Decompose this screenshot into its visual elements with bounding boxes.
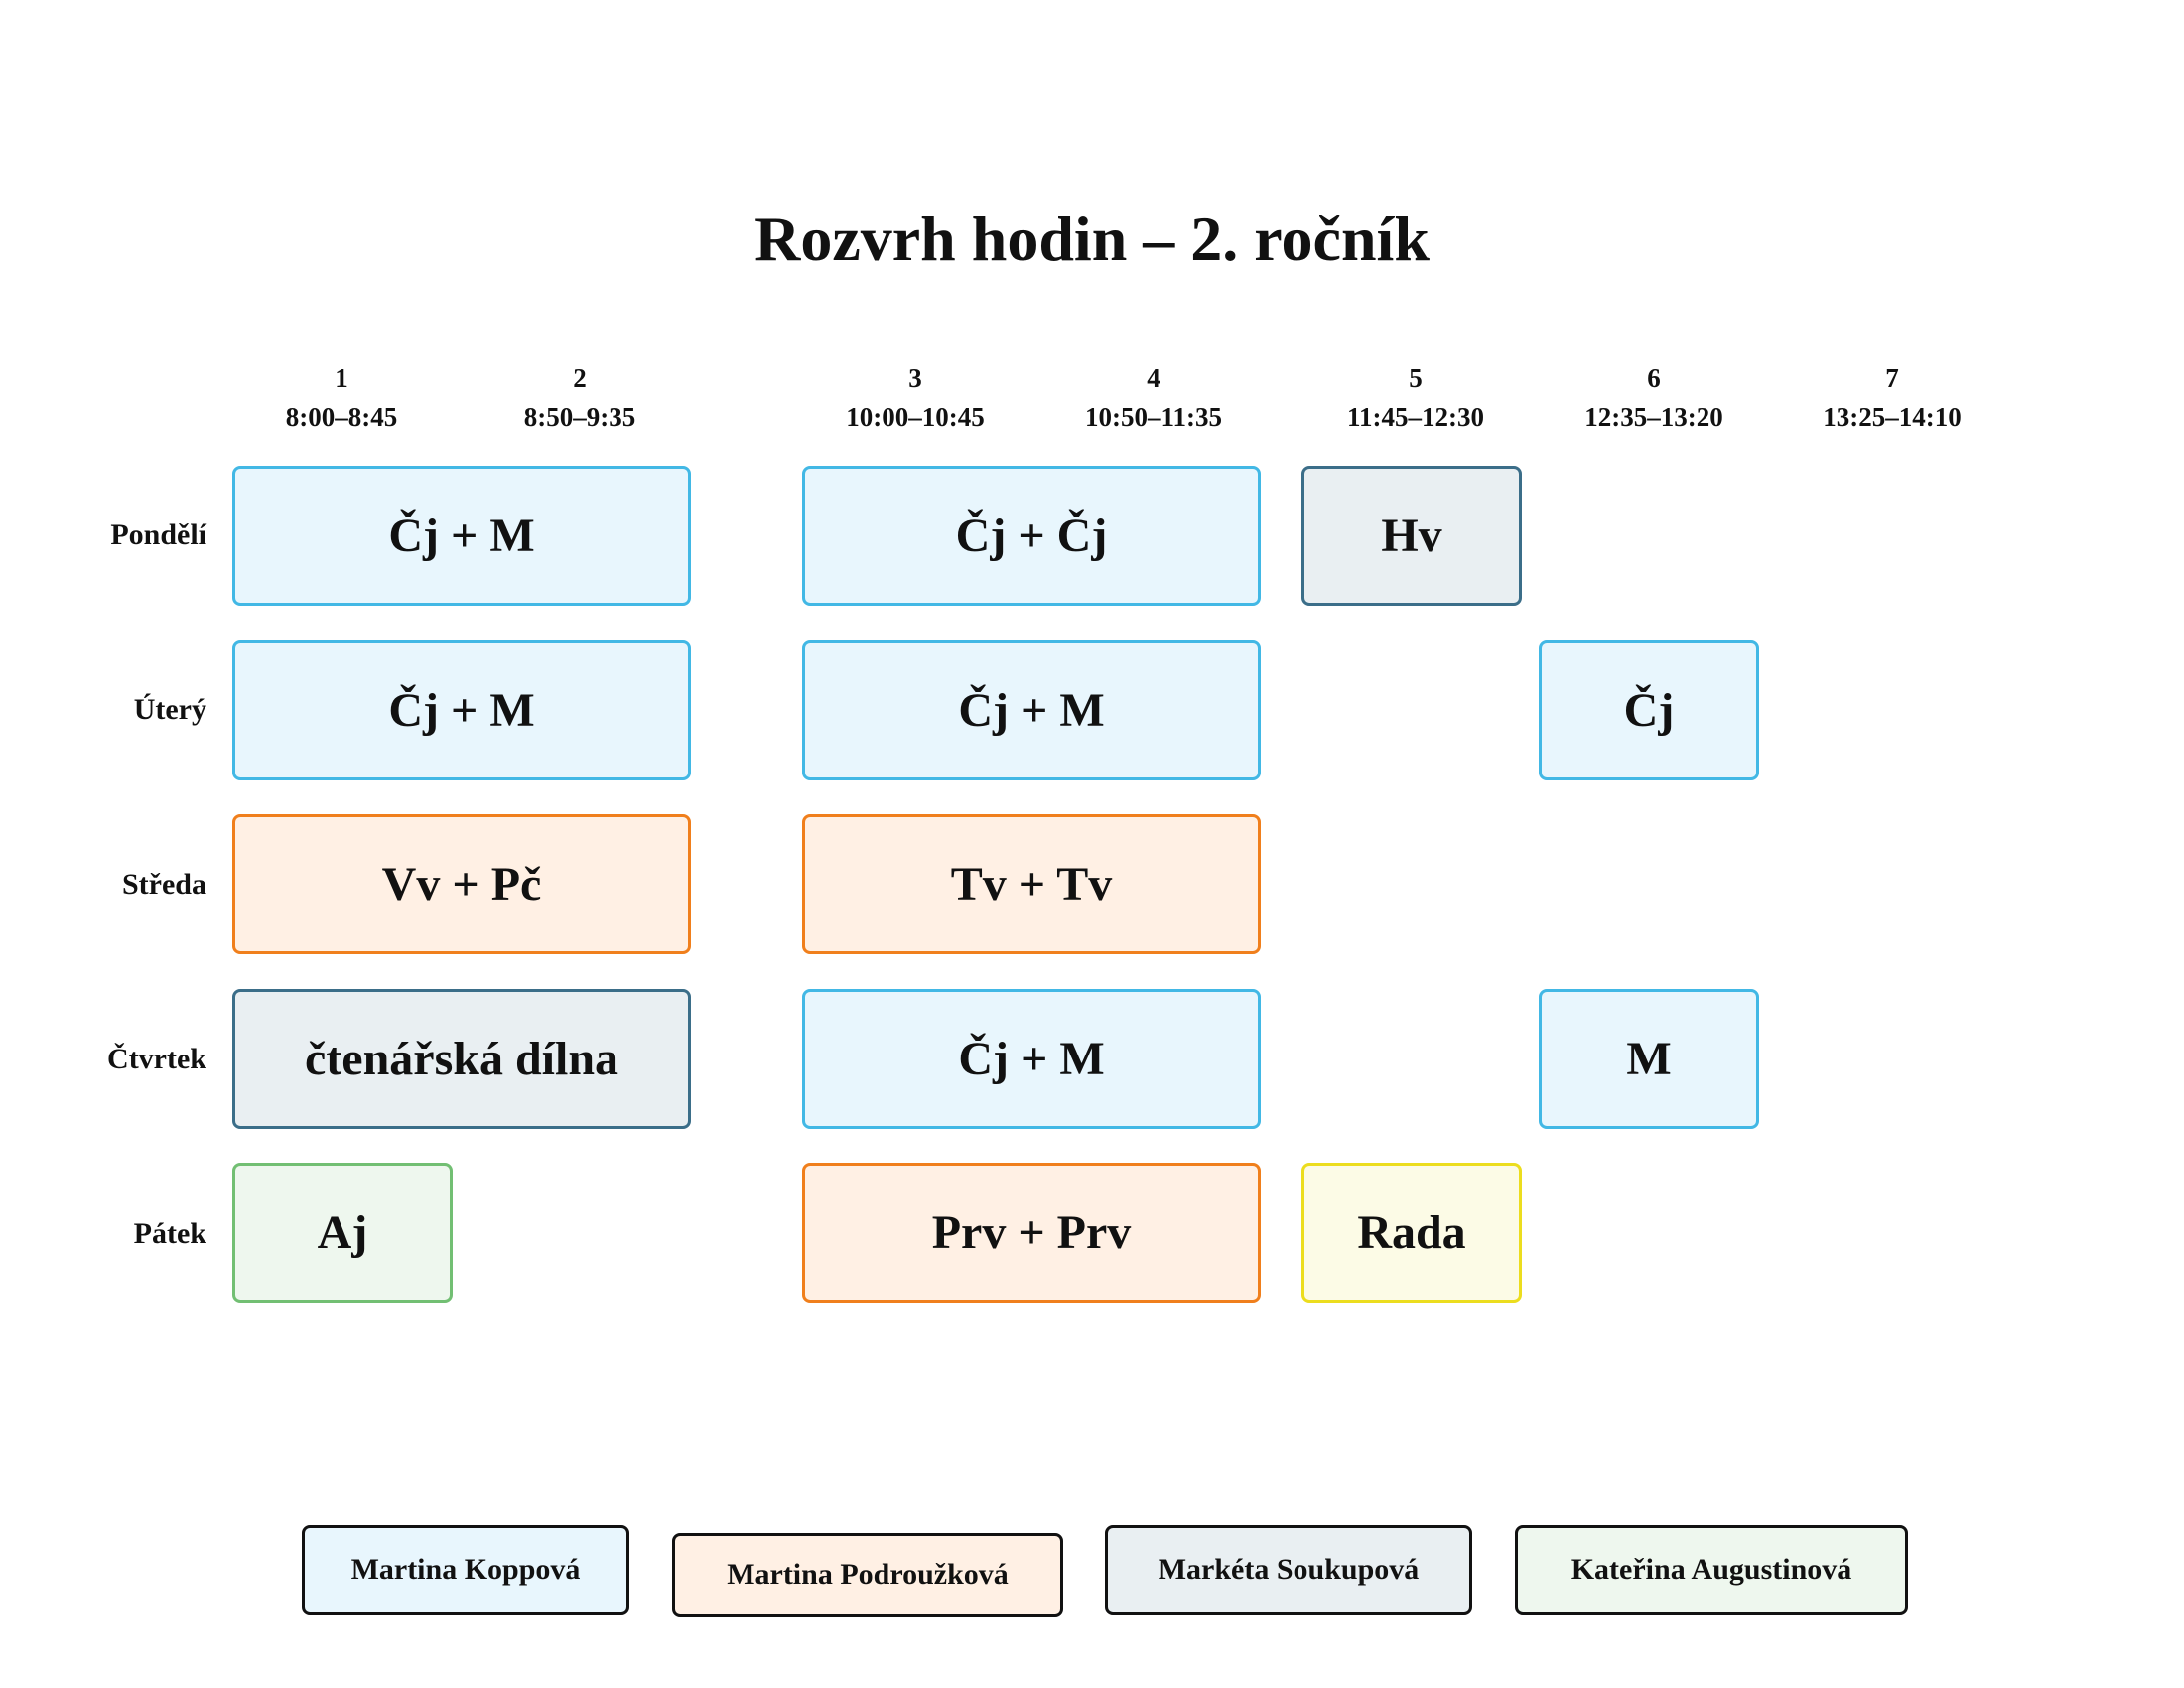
lesson-cell: Tv + Tv <box>802 814 1261 954</box>
day-label-tuesday: Úterý <box>0 690 206 730</box>
legend-item-augustinova: Kateřina Augustinová <box>1515 1525 1908 1615</box>
period-header-5: 5 11:45–12:30 <box>1297 359 1535 437</box>
period-number: 1 <box>222 359 461 398</box>
legend-item-koppova: Martina Koppová <box>302 1525 629 1615</box>
lesson-cell: čtenářská dílna <box>232 989 691 1129</box>
period-time: 10:00–10:45 <box>796 398 1034 437</box>
period-header-2: 2 8:50–9:35 <box>461 359 699 437</box>
day-label-monday: Pondělí <box>0 515 206 555</box>
lesson-cell: Aj <box>232 1163 453 1303</box>
period-number: 5 <box>1297 359 1535 398</box>
period-number: 4 <box>1034 359 1273 398</box>
lesson-cell: Vv + Pč <box>232 814 691 954</box>
lesson-cell: Čj + M <box>232 466 691 606</box>
period-number: 3 <box>796 359 1034 398</box>
lesson-cell: Prv + Prv <box>802 1163 1261 1303</box>
day-label-friday: Pátek <box>0 1214 206 1254</box>
lesson-cell: Rada <box>1301 1163 1522 1303</box>
period-header-1: 1 8:00–8:45 <box>222 359 461 437</box>
period-time: 13:25–14:10 <box>1773 398 2011 437</box>
period-time: 8:00–8:45 <box>222 398 461 437</box>
lesson-cell: Hv <box>1301 466 1522 606</box>
period-number: 6 <box>1535 359 1773 398</box>
legend-item-podrouzkova: Martina Podroužková <box>672 1533 1063 1617</box>
period-header-6: 6 12:35–13:20 <box>1535 359 1773 437</box>
page-title: Rozvrh hodin – 2. ročník <box>0 203 2184 276</box>
lesson-cell: Čj + M <box>802 989 1261 1129</box>
day-label-wednesday: Středa <box>0 865 206 905</box>
lesson-cell: M <box>1539 989 1759 1129</box>
period-header-4: 4 10:50–11:35 <box>1034 359 1273 437</box>
period-time: 8:50–9:35 <box>461 398 699 437</box>
day-label-thursday: Čtvrtek <box>0 1040 206 1079</box>
lesson-cell: Čj + M <box>232 640 691 780</box>
lesson-cell: Čj + Čj <box>802 466 1261 606</box>
legend-item-soukupova: Markéta Soukupová <box>1105 1525 1472 1615</box>
period-number: 7 <box>1773 359 2011 398</box>
lesson-cell: Čj + M <box>802 640 1261 780</box>
lesson-cell: Čj <box>1539 640 1759 780</box>
period-number: 2 <box>461 359 699 398</box>
period-time: 11:45–12:30 <box>1297 398 1535 437</box>
period-time: 10:50–11:35 <box>1034 398 1273 437</box>
period-header-7: 7 13:25–14:10 <box>1773 359 2011 437</box>
period-time: 12:35–13:20 <box>1535 398 1773 437</box>
period-header-3: 3 10:00–10:45 <box>796 359 1034 437</box>
